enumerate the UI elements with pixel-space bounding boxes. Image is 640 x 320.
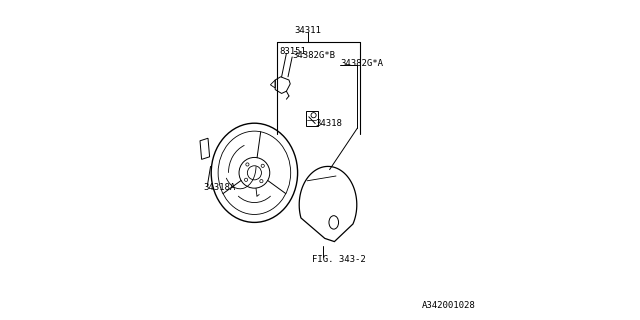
Text: 34382G*B: 34382G*B bbox=[292, 52, 336, 60]
Text: 34382G*A: 34382G*A bbox=[340, 60, 384, 68]
Text: 83151: 83151 bbox=[279, 47, 306, 56]
Text: A342001028: A342001028 bbox=[422, 301, 475, 310]
Text: 34318: 34318 bbox=[316, 119, 342, 128]
Bar bbox=[306, 111, 317, 126]
Text: 34318A: 34318A bbox=[204, 183, 236, 192]
Text: 34311: 34311 bbox=[295, 26, 321, 35]
Text: FIG. 343-2: FIG. 343-2 bbox=[312, 255, 365, 264]
